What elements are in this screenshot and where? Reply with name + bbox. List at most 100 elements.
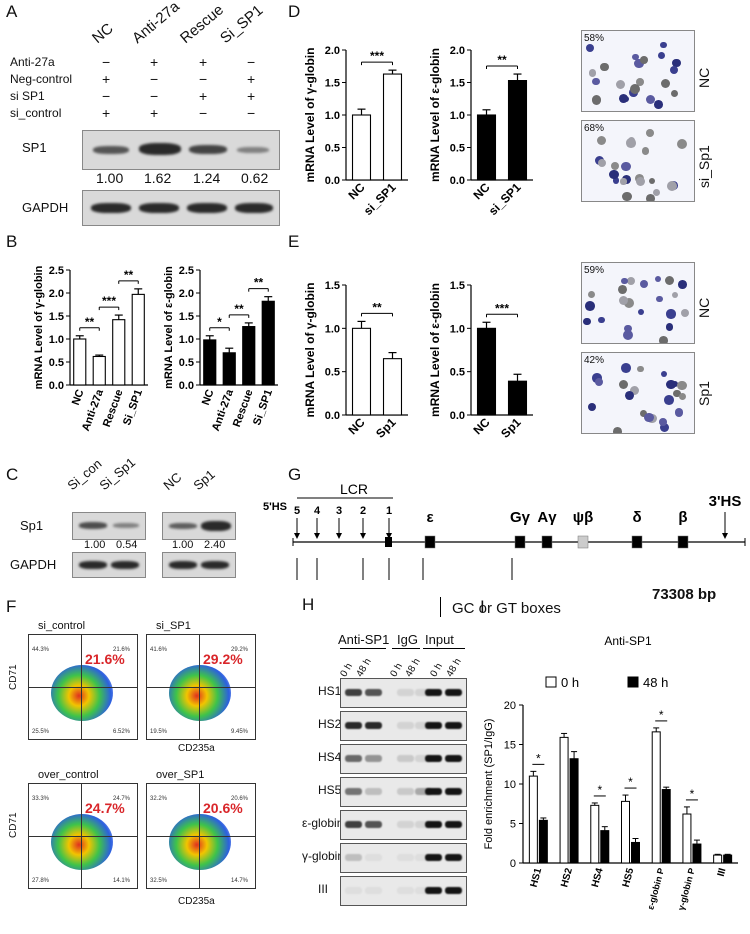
panel-label-d: D bbox=[288, 2, 301, 21]
e-image-sp1 bbox=[581, 352, 695, 434]
category-label: ε-globin P bbox=[645, 867, 666, 911]
cell-dot bbox=[621, 277, 628, 285]
cell-dot bbox=[609, 169, 619, 180]
gel-band bbox=[345, 788, 362, 795]
gel-band bbox=[445, 722, 462, 729]
y-tick-label: 1.5 bbox=[450, 280, 465, 292]
bar bbox=[507, 380, 528, 416]
gel-band bbox=[397, 722, 414, 729]
cell-dot bbox=[630, 83, 641, 94]
gel-band bbox=[365, 755, 382, 762]
e-image-pct-sp1: 42% bbox=[584, 355, 605, 366]
panel-b-epsilon-chart: 0.0 0.5 1.0 1.5 2.0 2.5 mRNA Level of ε-globin… bbox=[163, 265, 278, 433]
col-header-anti27a: Anti-27a bbox=[129, 0, 183, 48]
hs-number: 1 bbox=[386, 505, 392, 517]
cell-dot bbox=[622, 329, 633, 340]
gel-row-label: III bbox=[318, 882, 329, 896]
gel-band bbox=[365, 821, 382, 828]
condition-mark: + bbox=[150, 105, 159, 121]
gel-band bbox=[365, 854, 382, 861]
time-label: 48 h bbox=[403, 656, 423, 679]
condition-mark: − bbox=[102, 54, 111, 70]
sig-marker: *** bbox=[102, 294, 116, 308]
cell-dot bbox=[666, 309, 676, 319]
time-label: 0 h bbox=[428, 661, 445, 679]
time-label: 48 h bbox=[444, 656, 464, 679]
bar bbox=[222, 352, 236, 386]
cell-dot bbox=[677, 380, 687, 391]
e-image-label-sp1: Sp1 bbox=[696, 381, 712, 406]
cell-dot bbox=[617, 284, 627, 294]
category-label: III bbox=[716, 867, 729, 878]
y-tick-label: 1.5 bbox=[325, 280, 340, 292]
cell-dot bbox=[622, 191, 632, 201]
gel-band bbox=[425, 854, 442, 861]
c-blot-right-sp1 bbox=[162, 512, 236, 540]
gel-band bbox=[445, 821, 462, 828]
gel-band bbox=[415, 788, 432, 795]
cell-dot bbox=[615, 79, 626, 90]
cell-dot bbox=[656, 295, 663, 303]
condition-label: Neg-control bbox=[10, 72, 73, 86]
cell-dot bbox=[632, 53, 639, 61]
cell-dot bbox=[633, 58, 644, 69]
cell-dot bbox=[585, 44, 594, 53]
d-image-label-sisp1: si_Sp1 bbox=[696, 145, 712, 188]
category-label: NC bbox=[470, 415, 492, 437]
bar bbox=[713, 854, 723, 864]
cell-dot bbox=[622, 96, 629, 103]
gel-band bbox=[445, 689, 462, 696]
panel-label-e: E bbox=[288, 232, 300, 251]
c-blot-left-sp1 bbox=[72, 512, 146, 540]
gene-box bbox=[631, 535, 643, 549]
y-tick-label: 1.5 bbox=[325, 78, 340, 90]
y-tick-label: 0.0 bbox=[179, 380, 194, 392]
facs-title: over_SP1 bbox=[156, 769, 205, 781]
cell-dot bbox=[627, 137, 635, 145]
gel-band bbox=[345, 722, 362, 729]
y-axis-label: mRNA Level of ε-globin bbox=[428, 48, 442, 182]
gel-band bbox=[425, 887, 442, 894]
panel-label-f: F bbox=[6, 597, 17, 616]
c-row-gapdh: GAPDH bbox=[10, 557, 57, 572]
cell-dot bbox=[670, 89, 678, 97]
y-tick-label: 0.0 bbox=[450, 410, 465, 422]
quadrant-q3-value: 9.45% bbox=[231, 729, 249, 735]
gel-band bbox=[365, 689, 382, 696]
gene-box bbox=[424, 535, 436, 549]
condition-mark: + bbox=[150, 54, 159, 70]
quadrant-q2-value: 21.6% bbox=[113, 647, 131, 653]
cell-dot bbox=[666, 379, 676, 390]
bar bbox=[351, 114, 372, 181]
sig-marker: ** bbox=[372, 300, 382, 314]
quadrant-highlight-value: 29.2% bbox=[203, 651, 243, 667]
category-label: NC bbox=[200, 388, 217, 407]
cell-dot bbox=[620, 363, 631, 374]
y-tick-label: 10 bbox=[504, 779, 516, 791]
panel-e-gamma-chart: 0.0 0.5 1.0 1.5 mRNA Level of γ-globin NC Sp1 *… bbox=[303, 280, 408, 441]
category-label: si_SP1 bbox=[361, 180, 399, 218]
blot-gapdh bbox=[82, 190, 280, 226]
cell-dot bbox=[610, 162, 620, 171]
quadrant-q2-value: 24.7% bbox=[113, 796, 131, 802]
gene-label: δ bbox=[632, 509, 641, 526]
bar bbox=[559, 736, 569, 864]
quadrant-q2-value: 20.6% bbox=[231, 796, 249, 802]
gel-band bbox=[415, 689, 432, 696]
cell-dot bbox=[645, 129, 654, 138]
category-label: si_SP1 bbox=[486, 180, 524, 218]
d-image-pct-nc: 58% bbox=[584, 33, 605, 44]
panel-label-h: H bbox=[302, 595, 315, 614]
gene-box bbox=[541, 535, 553, 549]
cell-dot bbox=[620, 178, 627, 185]
sig-marker: *** bbox=[495, 301, 509, 315]
sig-marker: * bbox=[536, 751, 541, 765]
gel-band bbox=[345, 755, 362, 762]
cell-dot bbox=[640, 55, 649, 64]
condition-mark: + bbox=[102, 105, 111, 121]
quadrant-q4-value: 27.8% bbox=[32, 878, 50, 884]
gel-band bbox=[345, 854, 362, 861]
y-tick-label: 2.0 bbox=[325, 45, 340, 57]
cell-dot bbox=[637, 308, 644, 315]
y-tick-label: 5 bbox=[510, 819, 516, 831]
